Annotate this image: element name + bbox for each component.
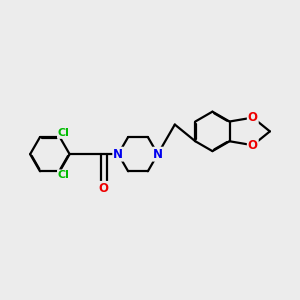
Text: O: O — [248, 111, 258, 124]
Text: Cl: Cl — [58, 170, 70, 180]
Text: O: O — [99, 182, 109, 195]
Text: Cl: Cl — [58, 128, 70, 138]
Text: O: O — [248, 139, 258, 152]
Text: N: N — [113, 148, 123, 161]
Text: N: N — [153, 148, 163, 161]
